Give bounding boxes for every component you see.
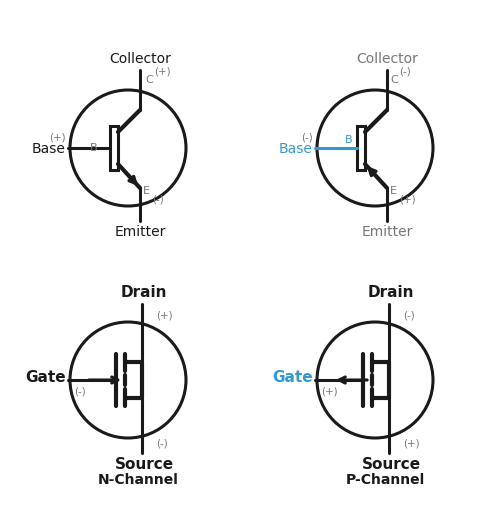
Text: Drain: Drain [121, 285, 167, 300]
Text: (+): (+) [321, 387, 338, 397]
Text: C: C [145, 75, 153, 85]
Text: (+): (+) [156, 311, 173, 321]
Text: Source: Source [115, 457, 174, 472]
Text: (-): (-) [74, 387, 86, 397]
Text: (+): (+) [49, 133, 66, 143]
Text: E: E [390, 186, 397, 196]
Text: Drain: Drain [368, 285, 414, 300]
Text: Collector: Collector [109, 52, 171, 66]
Text: Gate: Gate [25, 371, 66, 386]
Text: C: C [390, 75, 398, 85]
Text: (+): (+) [403, 438, 420, 448]
Text: Base: Base [32, 142, 66, 156]
Text: B: B [346, 135, 353, 145]
Text: Emitter: Emitter [361, 225, 412, 239]
Text: Base: Base [279, 142, 313, 156]
Text: N-Channel: N-Channel [98, 473, 179, 487]
Bar [110, 126, 118, 170]
Text: Collector: Collector [356, 52, 418, 66]
Text: P-Channel: P-Channel [346, 473, 425, 487]
Text: Gate: Gate [273, 371, 313, 386]
Text: (+): (+) [154, 66, 171, 76]
Text: (+): (+) [399, 195, 415, 205]
Text: E: E [143, 186, 150, 196]
Text: (-): (-) [156, 438, 167, 448]
Text: B: B [91, 143, 98, 153]
Text: Source: Source [362, 457, 421, 472]
Bar [357, 126, 365, 170]
Text: (-): (-) [399, 66, 411, 76]
Text: (-): (-) [301, 133, 313, 143]
Text: (-): (-) [403, 311, 415, 321]
Text: Emitter: Emitter [114, 225, 165, 239]
Text: (-): (-) [152, 195, 164, 205]
